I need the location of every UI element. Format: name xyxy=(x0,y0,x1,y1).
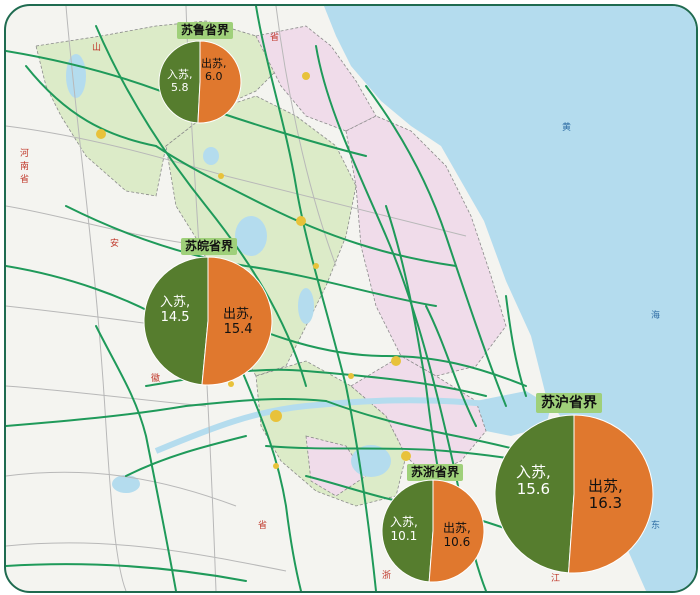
pie-su-wan-out-label: 出苏, 15.4 xyxy=(223,307,254,338)
label-hui: 徽 xyxy=(151,372,160,384)
lake-hongze xyxy=(235,216,267,256)
title-su-zhe: 苏浙省界 xyxy=(407,464,464,481)
pie-su-wan-out-value: 15.4 xyxy=(223,321,253,337)
title-su-wan: 苏皖省界 xyxy=(181,238,238,255)
pie-su-zhe-out-slice xyxy=(428,479,485,583)
pie-su-wan xyxy=(143,256,273,386)
province-labels: 山 东 省 河 南 省 安 徽 省 浙 江 黄 海 东 xyxy=(20,25,660,584)
pie-su-hu xyxy=(494,414,654,574)
jiangsu-land-pink-southeast xyxy=(350,355,487,477)
pie-su-wan-in-text: 入苏, xyxy=(160,295,191,310)
pie-su-lu-out-label: 出苏, 6.0 xyxy=(201,57,227,83)
pie-su-hu-in-value: 15.6 xyxy=(516,480,551,499)
label-zhe: 浙 xyxy=(382,569,391,581)
pie-su-lu-out-value: 6.0 xyxy=(205,69,223,83)
lake-luoma xyxy=(203,147,219,165)
pie-su-zhe-out-label: 出苏, 10.6 xyxy=(443,521,471,550)
pie-su-hu-out-label: 出苏, 16.3 xyxy=(588,477,623,513)
label-nan: 南 xyxy=(20,160,29,172)
label-he: 河 xyxy=(20,147,29,159)
pie-su-wan-in-slice xyxy=(143,256,209,386)
label-an: 安 xyxy=(110,237,119,249)
pie-su-lu-in-value: 5.8 xyxy=(171,80,189,94)
highway-network xyxy=(6,6,627,591)
lake-chao xyxy=(112,475,140,493)
pie-su-hu-out-value: 16.3 xyxy=(588,494,623,513)
label-huang: 黄 xyxy=(562,121,571,133)
label-sheng-henan: 省 xyxy=(20,173,29,185)
label-dong-sea: 东 xyxy=(651,519,660,531)
pie-su-hu-out-slice xyxy=(568,414,654,574)
pie-su-hu-in-text: 入苏, xyxy=(516,463,551,481)
pie-su-zhe xyxy=(381,479,485,583)
pie-su-zhe-in-slice xyxy=(381,479,434,583)
pie-su-hu-in-label: 入苏, 15.6 xyxy=(516,463,551,499)
pie-su-hu-in-slice xyxy=(494,414,575,574)
pie-su-zhe-out-text: 出苏, xyxy=(443,521,471,535)
title-su-hu: 苏沪省界 xyxy=(536,393,602,413)
pie-su-wan-in-label: 入苏, 14.5 xyxy=(160,295,191,326)
label-jiang: 江 xyxy=(551,573,560,584)
lake-weishan xyxy=(66,54,86,98)
pie-su-hu-out-text: 出苏, xyxy=(588,477,623,495)
label-sheng-north: 省 xyxy=(270,31,279,43)
pie-su-lu-in-label: 入苏, 5.8 xyxy=(167,68,193,94)
pie-su-lu-out-text: 出苏, xyxy=(201,57,227,70)
pie-su-lu-in-slice xyxy=(158,40,201,124)
pie-su-zhe-in-label: 入苏, 10.1 xyxy=(390,515,418,544)
label-shan: 山 xyxy=(92,42,101,53)
pie-su-zhe-out-value: 10.6 xyxy=(443,534,471,549)
title-su-lu: 苏鲁省界 xyxy=(177,22,234,39)
pie-su-lu-in-text: 入苏, xyxy=(167,68,193,81)
label-sheng-southwest: 省 xyxy=(258,519,267,531)
pie-su-wan-in-value: 14.5 xyxy=(160,309,190,325)
pie-su-lu-out-slice xyxy=(197,40,242,124)
city-markers xyxy=(96,72,411,469)
jiangsu-land-pink-east xyxy=(345,115,507,377)
pie-su-zhe-in-value: 10.1 xyxy=(390,528,418,543)
pie-su-wan-out-text: 出苏, xyxy=(223,307,254,322)
pie-su-wan-out-slice xyxy=(201,256,273,386)
lake-gaoyou xyxy=(298,288,314,324)
pie-su-zhe-in-text: 入苏, xyxy=(390,515,418,529)
label-hai: 海 xyxy=(651,309,660,321)
map-frame: 山 东 省 河 南 省 安 徽 省 浙 江 黄 海 东 xyxy=(4,4,698,593)
pie-su-lu xyxy=(158,40,242,124)
